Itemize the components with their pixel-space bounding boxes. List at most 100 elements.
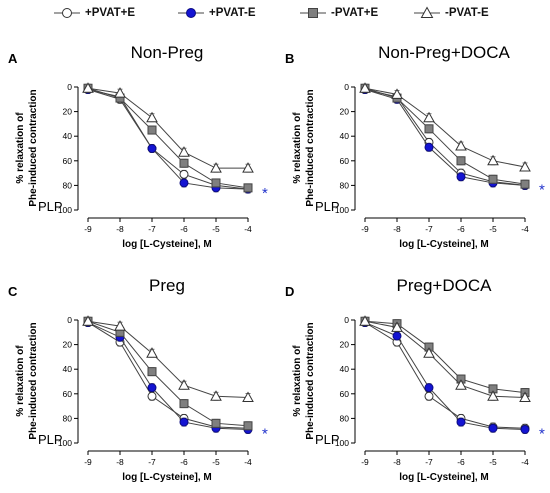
x-tick-label: -6 bbox=[457, 457, 465, 467]
data-point bbox=[424, 391, 434, 401]
data-point bbox=[82, 315, 94, 326]
series--PVAT-E bbox=[82, 82, 254, 173]
series--PVAT+E bbox=[360, 83, 530, 189]
data-point bbox=[114, 320, 126, 331]
series-line bbox=[87, 320, 249, 398]
x-tick-label: -8 bbox=[116, 457, 124, 467]
x-axis-label: log [L-Cysteine], M bbox=[122, 472, 211, 483]
legend-label: +PVAT-E bbox=[209, 7, 256, 19]
data-point bbox=[146, 111, 158, 123]
y-axis-label-line1: % relaxation of bbox=[15, 345, 26, 417]
panel-label: A bbox=[8, 51, 18, 66]
legend: +PVAT+E +PVAT-E -PVAT+E -PVAT-E bbox=[0, 0, 550, 26]
series--PVAT-E bbox=[82, 315, 254, 402]
data-point bbox=[178, 379, 190, 390]
series--PVAT+E bbox=[83, 316, 253, 431]
panel-title: Preg bbox=[149, 276, 185, 295]
y-axis-label: % relaxation of Phe-induced contraction bbox=[292, 89, 316, 206]
data-point bbox=[424, 383, 434, 393]
data-point bbox=[178, 146, 190, 157]
y-axis-label-line2: Phe-induced contraction bbox=[305, 89, 316, 206]
series-+PVAT-E bbox=[360, 84, 530, 190]
series-line bbox=[364, 88, 526, 186]
data-point bbox=[242, 162, 254, 173]
panel-label: D bbox=[285, 284, 294, 299]
significance-star: * bbox=[539, 425, 545, 442]
x-tick-label: -5 bbox=[489, 224, 497, 234]
panel-d: D Preg+DOCA 0 20 40 60 80 100 -9 -8 -7 -6 -5 -4 log [L… bbox=[285, 276, 545, 483]
panel-b: B Non-Preg+DOCA 0 20 40 60 80 100 -9 -8 -7 -6 -5 -4 lo… bbox=[285, 43, 545, 250]
legend-label: +PVAT+E bbox=[85, 7, 136, 19]
x-tick-label: -6 bbox=[180, 224, 188, 234]
data-point bbox=[147, 391, 157, 401]
plp-annotation: PLP bbox=[315, 199, 340, 214]
series-line bbox=[364, 321, 526, 430]
data-point bbox=[179, 158, 189, 168]
series-line bbox=[364, 87, 526, 168]
data-point bbox=[147, 383, 157, 393]
data-point bbox=[455, 140, 467, 151]
y-tick-label: 40 bbox=[63, 364, 73, 374]
legend-label: -PVAT+E bbox=[331, 7, 379, 19]
data-point bbox=[392, 331, 402, 341]
panel-label: B bbox=[285, 51, 294, 66]
data-point bbox=[242, 391, 254, 402]
data-point bbox=[179, 399, 189, 409]
legend-item-no-pvat-plus-e: -PVAT+E bbox=[298, 4, 378, 22]
series--PVAT-E bbox=[359, 315, 531, 402]
data-point bbox=[147, 144, 157, 153]
data-point bbox=[424, 142, 434, 152]
y-tick-label: 80 bbox=[340, 180, 350, 190]
series-line bbox=[87, 87, 249, 189]
x-tick-label: -7 bbox=[148, 457, 156, 467]
y-tick-label: 60 bbox=[63, 156, 73, 166]
series-line bbox=[364, 320, 526, 398]
series-+PVAT+E bbox=[83, 84, 253, 194]
y-tick-label: 60 bbox=[63, 389, 73, 399]
plp-annotation: PLP bbox=[38, 199, 63, 214]
y-axis-label-line2: Phe-induced contraction bbox=[28, 322, 39, 439]
data-point bbox=[488, 174, 498, 184]
legend-label: -PVAT-E bbox=[445, 7, 489, 19]
y-axis-label-line1: % relaxation of bbox=[292, 345, 303, 417]
data-point bbox=[359, 82, 371, 93]
x-axis-label: log [L-Cysteine], M bbox=[399, 472, 488, 483]
significance-star: * bbox=[539, 181, 545, 198]
x-tick-label: -4 bbox=[244, 457, 252, 467]
x-axis-label: log [L-Cysteine], M bbox=[399, 239, 488, 250]
plp-annotation: PLP bbox=[315, 432, 340, 447]
x-tick-label: -4 bbox=[244, 224, 252, 234]
data-point bbox=[179, 169, 189, 179]
data-point bbox=[391, 88, 403, 99]
y-tick-label: 100 bbox=[58, 438, 72, 448]
y-tick-label: 80 bbox=[63, 413, 73, 423]
series-line bbox=[87, 87, 248, 169]
square-gray-icon bbox=[300, 8, 326, 18]
data-point bbox=[487, 390, 499, 401]
data-point bbox=[456, 172, 466, 182]
data-point bbox=[520, 179, 530, 189]
data-point bbox=[391, 321, 403, 332]
y-tick-label: 20 bbox=[340, 107, 350, 117]
data-point bbox=[424, 124, 434, 134]
series-line bbox=[87, 88, 249, 190]
series-line bbox=[87, 322, 249, 430]
series-+PVAT+E bbox=[360, 317, 530, 433]
x-tick-label: -8 bbox=[116, 224, 124, 234]
data-point bbox=[423, 111, 435, 123]
y-axis-label-line2: Phe-induced contraction bbox=[28, 89, 39, 206]
significance-star: * bbox=[262, 425, 268, 442]
y-tick-label: 20 bbox=[63, 340, 73, 350]
y-tick-label: 100 bbox=[335, 205, 349, 215]
data-point bbox=[179, 417, 189, 427]
circle-open-icon bbox=[54, 8, 80, 18]
y-tick-label: 0 bbox=[344, 82, 349, 92]
data-point bbox=[114, 87, 126, 98]
series-+PVAT-E bbox=[83, 84, 253, 194]
x-tick-label: -9 bbox=[361, 224, 369, 234]
circle-filled-icon bbox=[178, 8, 204, 18]
panel-title: Non-Preg bbox=[131, 43, 204, 62]
y-axis-label: % relaxation of Phe-induced contraction bbox=[292, 322, 316, 439]
y-tick-label: 40 bbox=[63, 131, 73, 141]
series--PVAT+E bbox=[360, 316, 530, 398]
